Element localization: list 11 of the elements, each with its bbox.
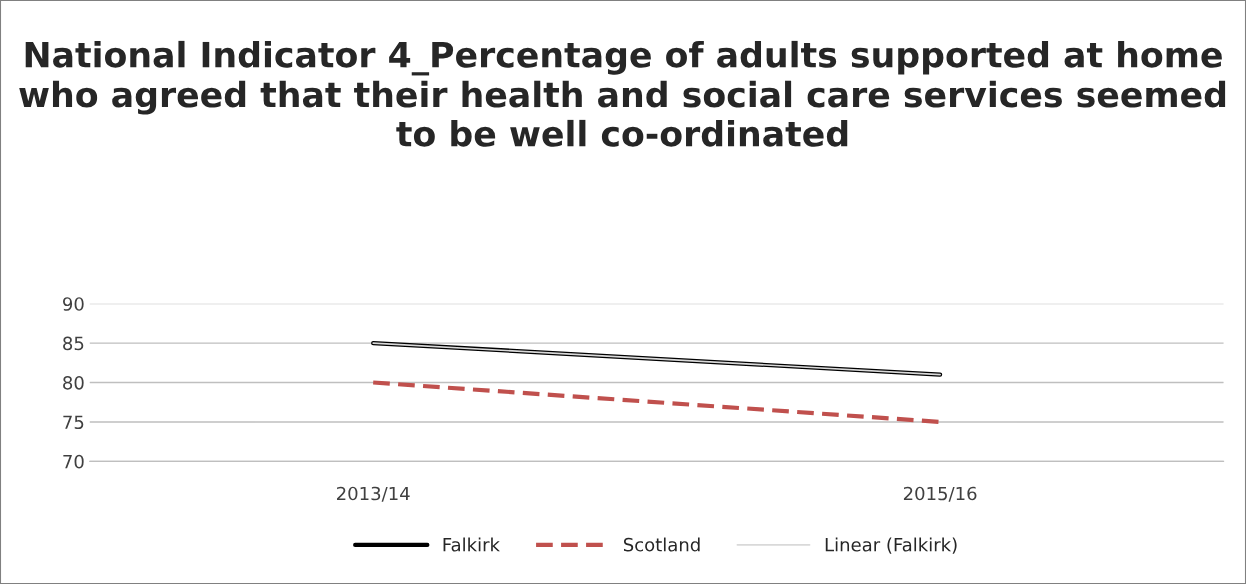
- x-tick-label: 2013/14: [337, 486, 410, 502]
- legend-label: Linear (Falkirk): [825, 537, 957, 554]
- y-tick-label: 75: [63, 415, 84, 430]
- chart-title: National Indicator 4_Percentage of adults supported at home who agreed that their health and social care services seemed to be well co-ordinated: [19, 40, 1226, 147]
- x-tick-label: 2015/16: [903, 486, 977, 502]
- legend-label: Scotland: [623, 537, 700, 552]
- y-tick-label: 80: [63, 375, 84, 390]
- y-tick-label: 90: [63, 297, 84, 311]
- y-tick-label: 70: [63, 454, 84, 469]
- y-tick-label: 85: [63, 336, 84, 351]
- legend-label: Falkirk: [443, 537, 500, 552]
